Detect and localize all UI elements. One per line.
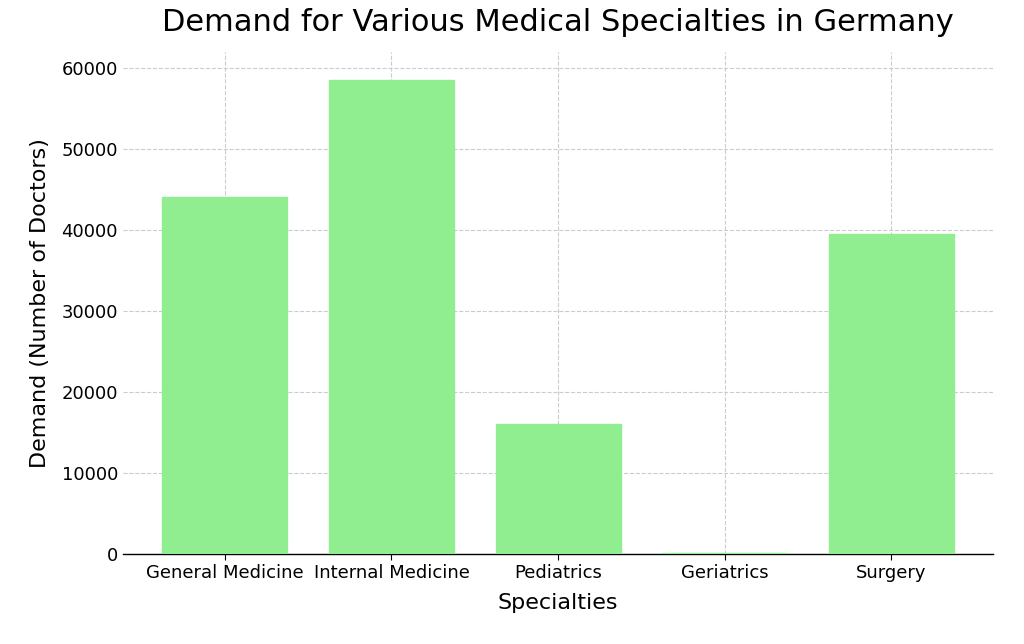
Bar xyxy=(329,80,454,554)
Bar xyxy=(163,197,288,554)
Y-axis label: Demand (Number of Doctors): Demand (Number of Doctors) xyxy=(31,138,50,468)
Bar xyxy=(663,553,787,554)
Bar xyxy=(828,234,953,554)
Bar xyxy=(496,424,621,554)
X-axis label: Specialties: Specialties xyxy=(498,593,618,613)
Title: Demand for Various Medical Specialties in Germany: Demand for Various Medical Specialties i… xyxy=(162,8,954,37)
